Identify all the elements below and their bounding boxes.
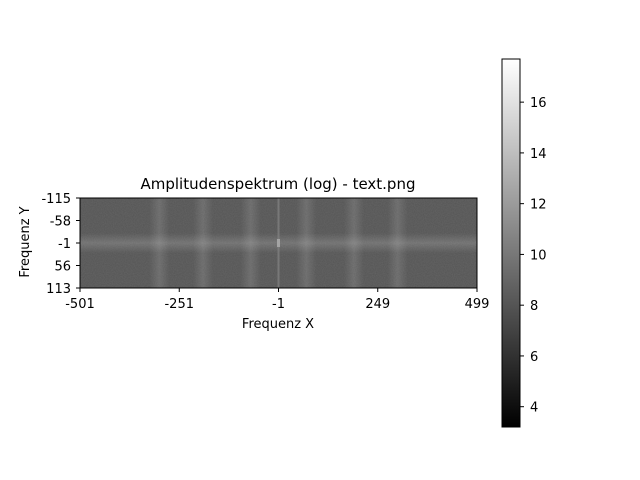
x-axis: -501 -251 -1 249 499 bbox=[65, 288, 489, 312]
colorbar-tick-label: 8 bbox=[530, 299, 538, 314]
colorbar-tick-label: 6 bbox=[530, 350, 538, 365]
x-tick-label: 499 bbox=[465, 297, 490, 312]
spectrum-heatmap bbox=[79, 197, 478, 289]
colorbar-tick-label: 12 bbox=[530, 198, 547, 213]
y-tick-label: -1 bbox=[58, 237, 71, 252]
x-tick-label: -1 bbox=[272, 297, 285, 312]
y-axis-label: Frequenz Y bbox=[18, 206, 33, 277]
spectrum-center-peak bbox=[277, 239, 280, 247]
x-tick-label: -251 bbox=[164, 297, 194, 312]
x-tick-label: -501 bbox=[65, 297, 95, 312]
x-tick-label: 249 bbox=[365, 297, 390, 312]
colorbar: 4 6 8 10 12 14 16 bbox=[501, 58, 547, 428]
y-tick-label: -115 bbox=[41, 192, 71, 207]
colorbar-tick-label: 16 bbox=[530, 96, 547, 111]
colorbar-tick-label: 10 bbox=[530, 248, 547, 263]
x-axis-label: Frequenz X bbox=[242, 317, 314, 332]
colorbar-gradient bbox=[501, 58, 521, 428]
colorbar-tick-label: 14 bbox=[530, 147, 547, 162]
y-tick-label: -58 bbox=[50, 215, 71, 230]
chart-title: Amplitudenspektrum (log) - text.png bbox=[140, 175, 415, 193]
y-axis: -115 -58 -1 56 113 bbox=[41, 192, 80, 297]
y-tick-label: 56 bbox=[54, 260, 71, 275]
y-tick-label: 113 bbox=[46, 282, 71, 297]
colorbar-tick-label: 4 bbox=[530, 401, 538, 416]
